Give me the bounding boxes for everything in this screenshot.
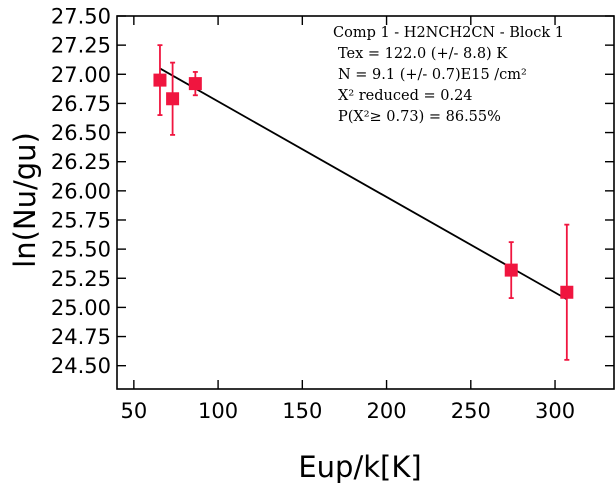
x-tick-label: 300 bbox=[535, 399, 575, 423]
x-axis-title: Eup/k[K] bbox=[298, 450, 421, 484]
y-tick-label: 26.25 bbox=[51, 150, 111, 174]
y-tick-label: 27.50 bbox=[51, 5, 111, 29]
y-tick-label: 27.00 bbox=[51, 63, 111, 87]
data-point bbox=[166, 92, 180, 106]
annotation-box: Comp 1 - H2NCH2CN - Block 1 Tex = 122.0 … bbox=[333, 25, 564, 125]
y-tick-label: 25.00 bbox=[51, 296, 111, 320]
y-tick-label: 25.25 bbox=[51, 267, 111, 291]
data-series bbox=[153, 44, 574, 361]
x-tick-label: 50 bbox=[120, 399, 147, 423]
y-axis: 24.50 24.75 25.00 25.25 25.50 25.75 26.00 26.25… bbox=[51, 5, 614, 378]
plot-frame bbox=[116, 15, 615, 390]
y-tick-label: 27.25 bbox=[51, 34, 111, 58]
data-point bbox=[188, 77, 202, 91]
data-point bbox=[153, 73, 167, 87]
fit-line bbox=[159, 67, 568, 301]
y-axis-title: ln(Nu/gu) bbox=[8, 132, 42, 268]
data-point bbox=[504, 263, 518, 277]
y-tick-label: 25.50 bbox=[51, 238, 111, 262]
y-tick-label: 24.50 bbox=[51, 354, 111, 378]
annotation-line-2: Tex = 122.0 (+/- 8.8) K bbox=[338, 46, 508, 62]
x-tick-label: 250 bbox=[451, 399, 491, 423]
data-point bbox=[560, 285, 574, 299]
annotation-line-1: Comp 1 - H2NCH2CN - Block 1 bbox=[333, 25, 564, 41]
x-tick-label: 100 bbox=[198, 399, 238, 423]
x-tick-label: 200 bbox=[367, 399, 407, 423]
y-tick-label: 26.00 bbox=[51, 179, 111, 203]
x-tick-label: 150 bbox=[282, 399, 322, 423]
annotation-line-3: N = 9.1 (+/- 0.7)E15 /cm² bbox=[338, 67, 527, 83]
y-tick-label: 26.75 bbox=[51, 92, 111, 116]
y-tick-label: 26.50 bbox=[51, 121, 111, 145]
y-tick-label: 24.75 bbox=[51, 325, 111, 349]
y-tick-label: 25.75 bbox=[51, 208, 111, 232]
x-axis: 50 100 150 200 250 300 bbox=[120, 16, 575, 423]
annotation-line-4: X² reduced = 0.24 bbox=[338, 88, 473, 104]
annotation-line-5: P(X²≥ 0.73) = 86.55% bbox=[338, 109, 501, 125]
plot-area bbox=[116, 15, 615, 390]
